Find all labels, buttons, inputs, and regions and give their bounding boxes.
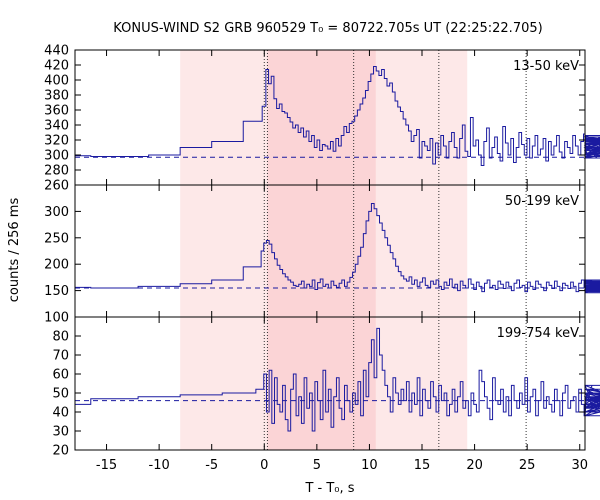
- y-tick-label: 260: [44, 179, 69, 194]
- y-tick-label: 80: [52, 330, 69, 345]
- x-tick-label: 15: [414, 458, 431, 473]
- x-tick-label: -10: [149, 458, 170, 473]
- panel-frame: [74, 316, 586, 451]
- panel-2: 100 150 200 250 300 50-199 keV: [44, 184, 600, 326]
- y-tick-label: 340: [44, 119, 69, 134]
- y-axis-label: counts / 256 ms: [7, 198, 22, 303]
- y-tick-label: 20: [52, 444, 69, 459]
- light-curve-series: [75, 327, 600, 432]
- x-tick-label: 20: [466, 458, 483, 473]
- y-tick-label: 380: [44, 89, 69, 104]
- energy-band-label: 13-50 keV: [513, 59, 579, 74]
- y-tick-label: 50: [52, 387, 69, 402]
- x-tick-label: 5: [313, 458, 321, 473]
- y-tick-label: 440: [44, 44, 69, 59]
- y-tick-label: 320: [44, 134, 69, 149]
- y-tick-label: 300: [44, 205, 69, 220]
- y-tick-label: 200: [44, 258, 69, 273]
- y-tick-label: 280: [44, 164, 69, 179]
- y-tick-label: 360: [44, 104, 69, 119]
- y-tick-label: 30: [52, 425, 69, 440]
- y-tick-label: 40: [52, 406, 69, 421]
- x-tick-label: 25: [519, 458, 536, 473]
- y-tick-label: 150: [44, 284, 69, 299]
- x-tick-label: -15: [96, 458, 117, 473]
- y-tick-label: 100: [44, 311, 69, 326]
- energy-band-label: 50-199 keV: [505, 194, 579, 209]
- x-tick-label: 0: [260, 458, 268, 473]
- x-tick-label: 30: [571, 458, 588, 473]
- chart-title: KONUS-WIND S2 GRB 960529 T₀ = 80722.705s…: [113, 21, 542, 36]
- energy-band-label: 199-754 keV: [497, 326, 580, 341]
- y-tick-label: 70: [52, 349, 69, 364]
- y-tick-label: 300: [44, 149, 69, 164]
- x-tick-label: 10: [361, 458, 378, 473]
- x-tick-label: -5: [205, 458, 218, 473]
- panel-3: 20 30 40 50 60 70 80 199-754 keV: [52, 316, 600, 459]
- y-tick-label: 250: [44, 231, 69, 246]
- y-tick-label: 400: [44, 74, 69, 89]
- y-tick-label: 420: [44, 59, 69, 74]
- y-tick-label: 60: [52, 368, 69, 383]
- light-curve-series: [75, 202, 600, 294]
- x-axis-label: T - T₀, s: [304, 481, 354, 496]
- light-curve-series: [75, 66, 600, 166]
